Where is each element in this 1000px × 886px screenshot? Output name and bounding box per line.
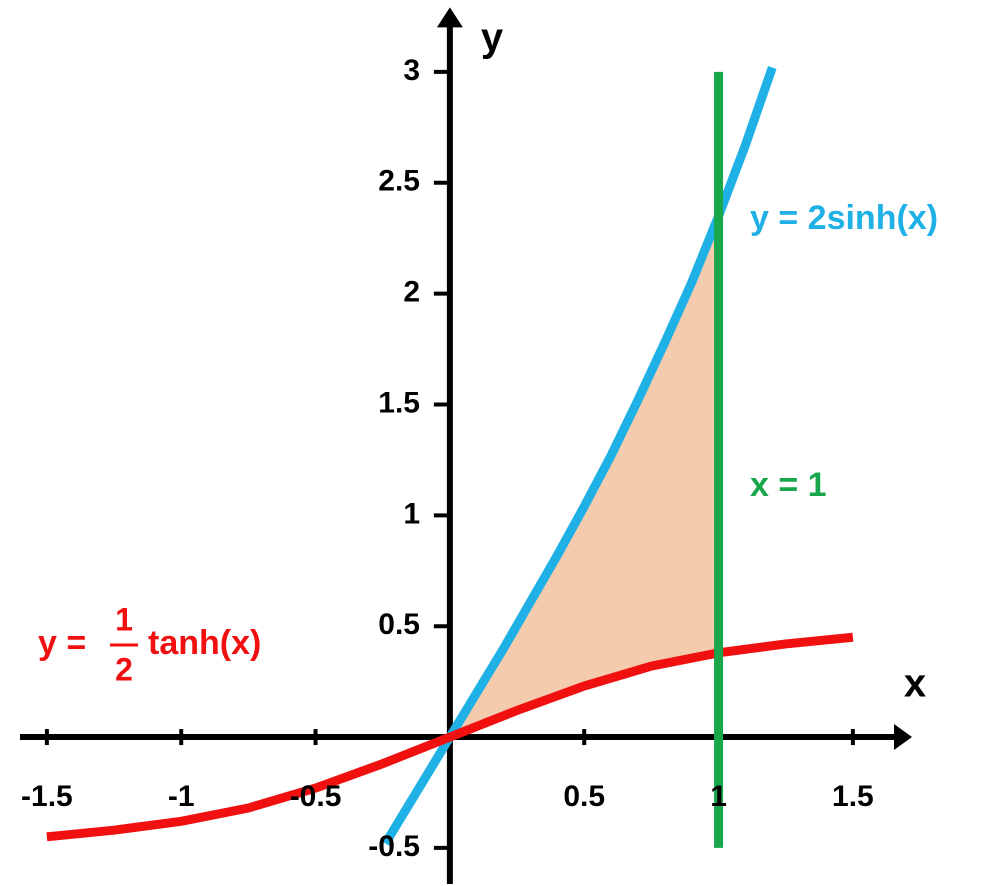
y-tick-label: -0.5 xyxy=(368,830,420,863)
y-tick-label: 1 xyxy=(403,497,420,530)
y-axis-arrow xyxy=(436,7,463,28)
y-axis-label: y xyxy=(481,16,504,60)
fraction-denominator: 2 xyxy=(115,651,133,687)
curve-label-prefix: y = xyxy=(38,624,86,662)
y-tick-label: 0.5 xyxy=(378,608,420,641)
x-tick-label: -1 xyxy=(168,780,195,813)
fraction-numerator: 1 xyxy=(115,601,133,637)
y-tick-label: 2 xyxy=(403,276,420,309)
x-axis-label: x xyxy=(904,662,926,706)
x-tick-label: 0.5 xyxy=(563,780,605,813)
y-tick-label: 2.5 xyxy=(378,165,420,198)
x-tick-label: -0.5 xyxy=(290,780,342,813)
curve xyxy=(381,66,777,846)
curve-label-suffix: tanh(x) xyxy=(148,624,261,662)
curve-label: y = 2sinh(x) xyxy=(750,199,938,237)
x-axis-arrow xyxy=(894,724,912,751)
y-tick-label: 1.5 xyxy=(378,386,420,419)
x-tick-label: -1.5 xyxy=(21,780,73,813)
y-tick-label: 3 xyxy=(403,54,420,87)
x-tick-label: 1 xyxy=(710,780,727,813)
shaded-region xyxy=(449,216,719,738)
x-tick-label: 1.5 xyxy=(832,780,874,813)
line-label: x = 1 xyxy=(750,466,827,504)
